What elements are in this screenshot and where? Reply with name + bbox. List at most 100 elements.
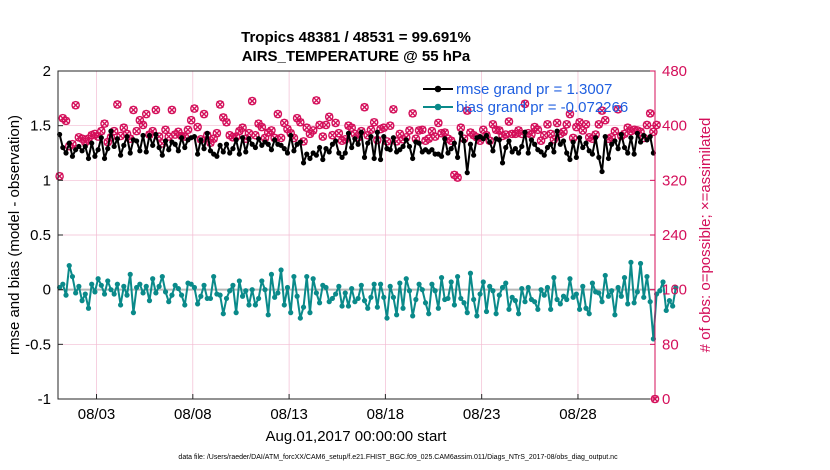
bias-point (162, 289, 169, 295)
obs-count-point (71, 100, 80, 110)
obs-count-point (193, 122, 202, 132)
rmse-point (236, 151, 242, 157)
rmse-point (140, 132, 146, 139)
rmse-point (625, 150, 631, 156)
rmse-point (397, 147, 403, 153)
rmse-point (358, 129, 364, 135)
rmse-point (522, 129, 528, 135)
obs-possible-marker (273, 109, 283, 119)
obs-possible-marker (238, 123, 247, 133)
obs-possible-marker (581, 120, 591, 129)
bias-point (339, 303, 345, 309)
obs-assimilated-marker (624, 124, 632, 132)
obs-possible-marker (151, 105, 161, 115)
obs-assimilated-marker (386, 121, 394, 130)
bias-point (493, 311, 499, 317)
obs-possible-marker (167, 105, 177, 115)
obs-assimilated-marker (505, 117, 513, 126)
bias-point (458, 295, 464, 302)
obs-count-point (434, 118, 443, 128)
obs-assimilated-marker (457, 124, 465, 132)
obs-assimilated-marker (129, 106, 138, 114)
obs-count-point (113, 100, 122, 109)
obs-count-point (520, 99, 530, 109)
bias-point (554, 296, 560, 303)
obs-assimilated-marker (277, 134, 285, 142)
obs-possible-marker (148, 126, 157, 136)
left-y-tick-label: 0.5 (30, 227, 51, 244)
bias-point (557, 301, 563, 307)
right-y-tick-label: 400 (662, 118, 687, 135)
obs-assimilated-marker (559, 128, 568, 136)
obs-count-point (565, 109, 575, 119)
bias-point (140, 290, 146, 296)
obs-count-point (167, 105, 177, 115)
rmse-point (82, 143, 88, 150)
rmse-point (198, 137, 204, 143)
left-y-tick-label: 2 (43, 63, 51, 80)
obs-count-point (649, 127, 658, 137)
obs-count-point (312, 96, 321, 105)
bias-point (73, 290, 79, 296)
bias-point (108, 287, 114, 293)
x-tick-label: 08/18 (367, 406, 405, 423)
obs-possible-marker (462, 106, 472, 115)
bias-point (365, 305, 371, 311)
obs-assimilated-marker (254, 119, 263, 128)
rmse-point (570, 139, 576, 145)
legend-bias-marker (434, 103, 442, 111)
rmse-point (377, 156, 384, 163)
obs-possible-marker (100, 119, 109, 128)
bias-point (570, 294, 576, 300)
bias-point (448, 279, 454, 285)
rmse-point (596, 154, 602, 160)
bias-point (195, 301, 201, 307)
bias-point (326, 299, 332, 305)
bias-point (451, 302, 457, 308)
bias-point (377, 281, 384, 287)
obs-assimilated-marker (540, 131, 548, 139)
bias-point (397, 280, 403, 286)
obs-assimilated-marker (405, 126, 414, 135)
bias-point (406, 288, 413, 294)
rmse-point (146, 132, 153, 139)
rmse-point (233, 137, 239, 143)
obs-assimilated-marker (139, 121, 147, 129)
rmse-point (166, 147, 172, 153)
obs-possible-marker (222, 117, 231, 127)
bias-point (644, 273, 650, 280)
obs-possible-marker (543, 120, 552, 129)
bias-point (201, 282, 207, 288)
bias-point (230, 282, 236, 288)
rmse-point (204, 130, 210, 136)
obs-possible-marker (504, 117, 514, 126)
rmse-point (464, 170, 470, 176)
bias-point (413, 296, 419, 303)
bias-point (76, 283, 82, 289)
bias-point (422, 300, 429, 306)
bias-point (387, 283, 393, 289)
bias-point (121, 283, 127, 289)
chart-title-line2: AIRS_TEMPERATURE @ 55 hPa (242, 48, 471, 65)
rmse-point (634, 130, 640, 136)
bias-point (410, 313, 416, 319)
bias-point (464, 310, 470, 316)
obs-count-point (408, 109, 417, 118)
rmse-point (647, 134, 653, 140)
obs-possible-marker (331, 118, 340, 128)
rmse-point (487, 139, 493, 145)
obs-assimilated-marker (55, 172, 64, 180)
obs-count-point (501, 130, 511, 139)
rmse-point (201, 146, 207, 152)
obs-assimilated-marker (652, 121, 661, 129)
bias-point (323, 284, 329, 291)
rmse-point (284, 150, 291, 156)
obs-assimilated-marker (572, 123, 581, 131)
obs-possible-marker (193, 122, 202, 132)
rmse-point (381, 134, 387, 140)
bias-point (236, 278, 242, 284)
rmse-point (509, 149, 515, 155)
obs-assimilated-marker (335, 129, 343, 137)
bias-point (60, 281, 66, 287)
bias-point (101, 291, 108, 297)
